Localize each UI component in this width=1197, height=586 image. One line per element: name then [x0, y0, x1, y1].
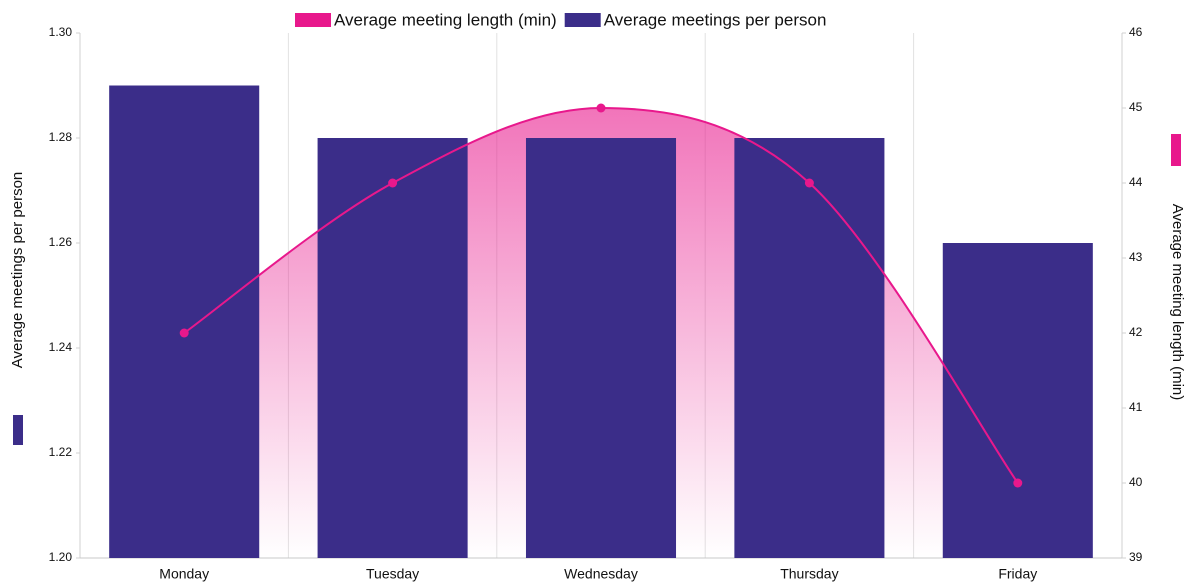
- y-axis-swatch: [13, 415, 23, 445]
- line-layer: [179, 103, 1023, 488]
- y-tick-label: 1.22: [49, 445, 73, 459]
- y-tick-label: 1.30: [49, 25, 73, 39]
- y-tick-label: 1.24: [49, 340, 73, 354]
- legend-label: Average meeting length (min): [334, 10, 557, 29]
- line-point: [179, 328, 189, 338]
- x-tick-label: Wednesday: [564, 566, 638, 582]
- bar-layer: [109, 85, 1093, 558]
- legend-label: Average meetings per person: [604, 10, 827, 29]
- y2-tick-label: 41: [1129, 400, 1143, 414]
- y2-tick-label: 45: [1129, 100, 1143, 114]
- bar: [734, 138, 885, 558]
- y-axis-title: Average meetings per person: [9, 172, 26, 369]
- y2-axis-title: Average meeting length (min): [1169, 204, 1186, 401]
- x-tick-label: Friday: [998, 566, 1037, 582]
- legend-swatch: [564, 13, 601, 27]
- y2-tick-label: 43: [1129, 250, 1143, 264]
- legend-swatch: [295, 13, 331, 27]
- y2-tick-label: 40: [1129, 475, 1143, 489]
- bar: [942, 243, 1093, 558]
- y2-axis-swatch: [1171, 134, 1181, 166]
- line: [183, 106, 1019, 484]
- y-tick-label: 1.28: [49, 130, 73, 144]
- y2-tick-label: 42: [1129, 325, 1143, 339]
- y-tick-label: 1.20: [49, 550, 73, 564]
- x-tick-label: Tuesday: [366, 566, 419, 582]
- x-tick-label: Monday: [159, 566, 209, 582]
- bar: [317, 138, 468, 558]
- bar: [109, 85, 260, 558]
- line-point: [596, 103, 606, 113]
- y2-tick-label: 44: [1129, 175, 1143, 189]
- y2-tick-label: 46: [1129, 25, 1143, 39]
- line-point: [804, 178, 814, 188]
- labels: 1.20 1.22 1.24 1.26 1.28 1.30 39 40 41 42 43 44 45 46…: [9, 10, 1186, 581]
- y2-tick-label: 39: [1129, 550, 1143, 564]
- line-point: [1013, 478, 1023, 488]
- y-tick-label: 1.26: [49, 235, 73, 249]
- bar: [525, 138, 677, 558]
- line-point: [388, 178, 398, 188]
- x-tick-label: Thursday: [780, 566, 838, 582]
